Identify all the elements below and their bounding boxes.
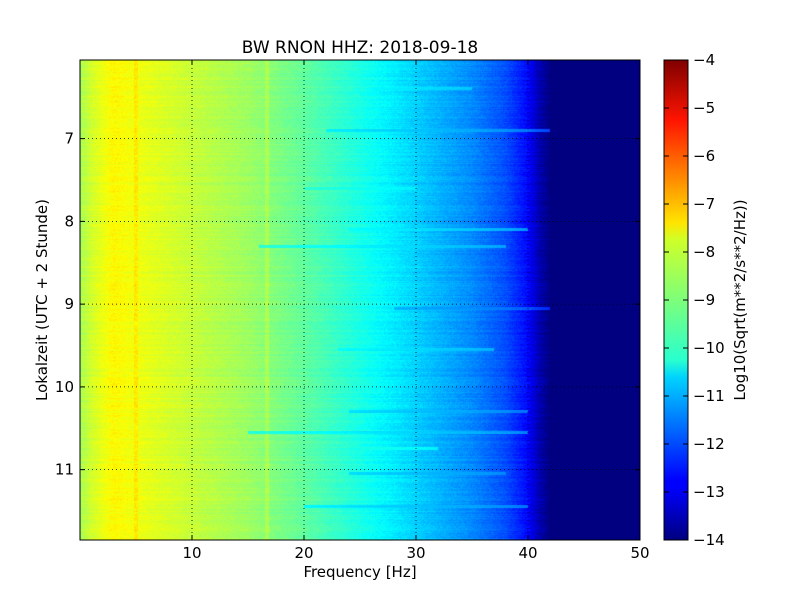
- grid-lines: [80, 60, 640, 540]
- y-tick-label: 11: [55, 461, 74, 479]
- colorbar-tick-label: −13: [693, 483, 725, 501]
- y-tick-label: 8: [64, 212, 74, 230]
- x-tick-label: 40: [518, 544, 537, 562]
- colorbar: −4 −5 −6 −7 −8 −9 −10 −11 −12 −13 −14 Log10(Sqrt(m…: [663, 51, 749, 549]
- colorbar-tick-label: −14: [693, 531, 725, 549]
- y-tick-label: 10: [55, 378, 74, 396]
- y-axis-ticks: 7 8 9 10 11: [55, 130, 640, 479]
- spectrogram-heatmap: [80, 60, 640, 540]
- plot-frame: [79, 59, 641, 541]
- colorbar-label: Log10(Sqrt(m**2/s**2/Hz)): [731, 199, 749, 400]
- chart-title: BW RNON HHZ: 2018-09-18: [242, 38, 478, 58]
- x-tick-label: 20: [294, 544, 313, 562]
- colorbar-tick-label: −10: [693, 339, 725, 357]
- x-tick-label: 50: [630, 544, 649, 562]
- colorbar-tick-label: −9: [693, 291, 715, 309]
- colorbar-tick-label: −4: [693, 51, 715, 69]
- colorbar-tick-label: −11: [693, 387, 725, 405]
- colorbar-ticks: −4 −5 −6 −7 −8 −9 −10 −11 −12 −13 −14: [664, 51, 725, 549]
- x-axis-label: Frequency [Hz]: [303, 563, 416, 581]
- x-tick-label: 10: [182, 544, 201, 562]
- colorbar-tick-label: −8: [693, 243, 715, 261]
- x-axis-ticks: 10 20 30 40 50: [182, 60, 650, 562]
- colorbar-tick-label: −6: [693, 147, 715, 165]
- y-tick-label: 7: [64, 130, 74, 148]
- colorbar-tick-label: −7: [693, 195, 715, 213]
- x-tick-label: 30: [406, 544, 425, 562]
- y-axis-label: Lokalzeit (UTC + 2 Stunde): [33, 199, 51, 401]
- y-tick-label: 9: [64, 295, 74, 313]
- colorbar-tick-label: −5: [693, 99, 715, 117]
- plot-area: 10 20 30 40 50 7 8 9 10 11: [55, 59, 650, 562]
- colorbar-tick-label: −12: [693, 435, 725, 453]
